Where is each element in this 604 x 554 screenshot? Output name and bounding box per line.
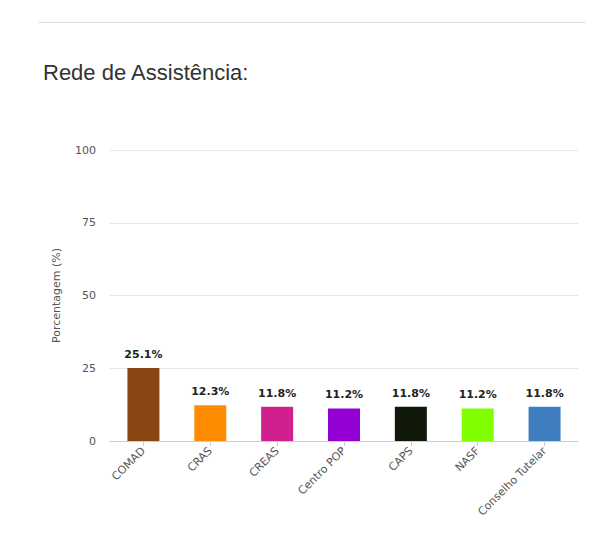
svg-text:Porcentagem (%): Porcentagem (%): [50, 248, 63, 343]
svg-text:12.3%: 12.3%: [191, 385, 229, 398]
svg-text:11.8%: 11.8%: [525, 387, 563, 400]
svg-text:COMAD: COMAD: [109, 444, 148, 483]
svg-text:NASF: NASF: [453, 444, 483, 474]
svg-text:11.2%: 11.2%: [459, 388, 497, 401]
svg-text:0: 0: [89, 435, 96, 448]
svg-text:11.8%: 11.8%: [392, 387, 430, 400]
svg-text:25.1%: 25.1%: [124, 348, 162, 361]
svg-text:CAPS: CAPS: [386, 444, 416, 474]
svg-text:11.2%: 11.2%: [325, 388, 363, 401]
svg-text:CRAS: CRAS: [185, 444, 215, 474]
svg-text:Conselho Tutelar: Conselho Tutelar: [475, 444, 549, 518]
svg-text:50: 50: [82, 289, 96, 302]
svg-text:25: 25: [82, 362, 96, 375]
svg-text:Rede de Assistência:: Rede de Assistência:: [43, 60, 248, 85]
svg-text:75: 75: [82, 216, 96, 229]
svg-text:11.8%: 11.8%: [258, 387, 296, 400]
svg-text:CREAS: CREAS: [247, 444, 282, 479]
svg-text:100: 100: [75, 144, 96, 157]
svg-text:Centro POP: Centro POP: [296, 444, 349, 497]
